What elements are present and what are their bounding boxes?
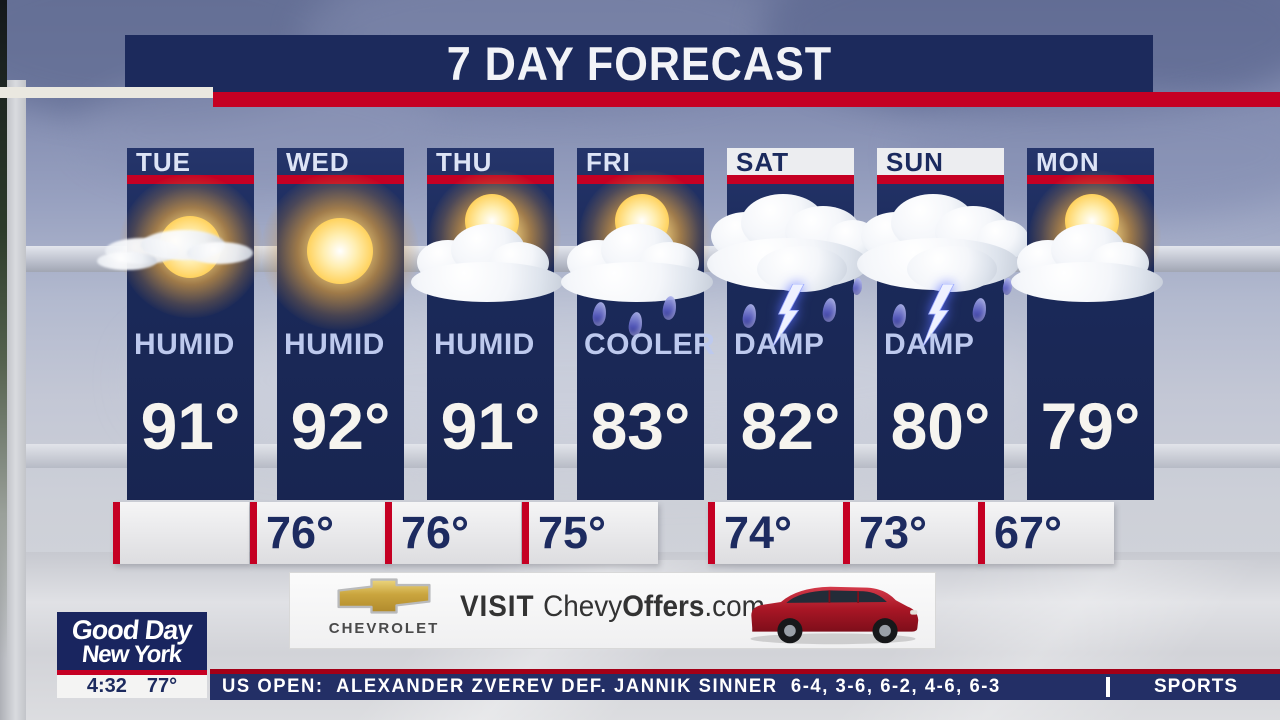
high-temp: 80° [890, 389, 991, 463]
forecast-day-column: MON 79° 67° [978, 148, 1163, 564]
condition-label: HUMID [434, 328, 535, 361]
ad-site-offers: Offers [622, 590, 705, 623]
day-name-label: TUE [136, 147, 191, 177]
high-temp: 91° [140, 389, 241, 463]
low-temp-red-bar [708, 502, 715, 564]
mostly-sunny-icon [97, 174, 263, 336]
high-temp: 79° [1040, 389, 1141, 463]
forecast-day-column: WED HUMID 92° 76° [250, 147, 419, 564]
low-temp-red-bar [522, 502, 529, 564]
ad-site-chevy: Chevy [543, 590, 623, 623]
ticker-headline: US OPEN: ALEXANDER ZVEREV DEF. JANNIK SI… [222, 676, 1001, 697]
forecast-day-column: TUE HUMID 91° [97, 147, 263, 564]
low-temp-red-bar [843, 502, 850, 564]
ticker-red-line [210, 669, 1280, 674]
set-edge [0, 0, 7, 660]
low-temp-box: 76° [250, 502, 386, 564]
ticker-divider [1106, 677, 1110, 697]
station-name-line2: New York [81, 640, 183, 668]
low-temp-box: 67° [978, 502, 1114, 564]
low-temp-box: 76° [385, 502, 521, 564]
low-temp-red-bar [385, 502, 392, 564]
day-header: FRI [577, 147, 704, 177]
sunny-icon [261, 172, 419, 336]
day-name-label: SUN [886, 147, 944, 177]
forecast-day-column: FRI COOLER 83° 75° [522, 147, 716, 564]
forecast-day-column: SAT DAMP 82° 74° [707, 147, 879, 564]
clock: 4:32 [86, 675, 127, 697]
condition-label: DAMP [884, 328, 975, 361]
title-underline-white [0, 87, 213, 98]
current-temp: 77° [146, 675, 178, 697]
condition-label: HUMID [284, 328, 385, 361]
low-temp-red-bar [250, 502, 257, 564]
day-header: SUN [877, 147, 1004, 177]
station-logo: Good Day New York [57, 612, 207, 670]
low-temp: 74° [724, 507, 793, 558]
sponsor-ad-banner[interactable]: CHEVROLET VISIT ChevyOffers.com [290, 573, 935, 648]
chevrolet-logo: CHEVROLET [326, 578, 442, 637]
forecast-title: 7 DAY FORECAST [446, 37, 832, 90]
condition-label: HUMID [134, 328, 235, 361]
sports-ticker: US OPEN: ALEXANDER ZVEREV DEF. JANNIK SI… [210, 669, 1280, 700]
day-underline [877, 175, 1004, 184]
high-temp: 83° [590, 389, 691, 463]
ad-visit-text: VISIT [460, 590, 544, 623]
forecast-day-column: THU HUMID 91° 76° [385, 148, 563, 564]
low-temp: 76° [266, 507, 335, 558]
forecast-title-banner: 7 DAY FORECAST [125, 35, 1153, 93]
day-name-label: WED [286, 147, 350, 177]
condition-label: DAMP [734, 328, 825, 361]
day-header: SAT [727, 147, 854, 177]
day-name-label: FRI [586, 147, 631, 177]
low-temp-box: 73° [843, 502, 979, 564]
chevrolet-wordmark: CHEVROLET [328, 620, 440, 637]
day-header: WED [277, 147, 404, 177]
time-temp-bar: 4:32 77° [57, 675, 207, 698]
red-suv-image [750, 586, 919, 645]
low-temp-red-bar [113, 502, 120, 564]
forecast-day-column: SUN DAMP 80° 73° [843, 147, 1029, 564]
low-temp-box: 75° [522, 502, 658, 564]
thunderstorm-icon [857, 186, 1029, 349]
station-name-line1: Good Day [70, 614, 194, 645]
high-temp: 82° [740, 389, 841, 463]
thunderstorm-icon [707, 186, 879, 349]
low-temp: 76° [401, 507, 470, 558]
day-name-label: SAT [736, 147, 790, 177]
condition-label: COOLER [584, 328, 716, 361]
low-temp: 73° [859, 507, 928, 558]
ticker-bar: US OPEN: ALEXANDER ZVEREV DEF. JANNIK SI… [210, 674, 1280, 700]
day-underline [727, 175, 854, 184]
sun-cloud-rain-icon [561, 170, 713, 337]
low-temp: 67° [994, 507, 1063, 558]
chevrolet-bowtie-icon [337, 578, 431, 614]
low-temp: 75° [538, 507, 607, 558]
partly-cloudy-icon [411, 170, 563, 336]
partly-cloudy-icon [1011, 170, 1163, 336]
station-red-stripe [57, 670, 207, 675]
low-temp-box: 74° [708, 502, 844, 564]
title-underline-red [213, 92, 1280, 107]
ticker-section-label: SPORTS [1153, 676, 1239, 697]
low-temp-box [113, 502, 249, 564]
high-temp: 91° [440, 389, 541, 463]
station-bug: Good Day New York 4:32 77° [57, 612, 207, 698]
low-temp-red-bar [978, 502, 985, 564]
ad-headline: VISIT ChevyOffers.com [460, 590, 765, 624]
day-header: TUE [127, 147, 254, 177]
high-temp: 92° [290, 389, 391, 463]
